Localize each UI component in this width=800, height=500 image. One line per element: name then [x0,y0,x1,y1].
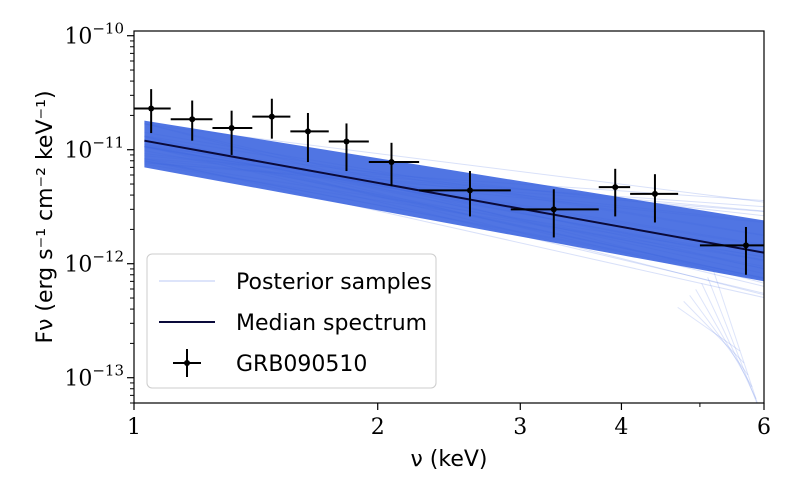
posterior-sample-line [144,135,764,237]
data-point [699,226,764,275]
x-tick-label: 2 [371,415,385,440]
data-marker [304,128,311,135]
data-marker [651,190,658,197]
posterior-tail-line [695,289,753,388]
data-point [598,168,631,217]
posterior-sample-line [144,143,764,279]
data-marker [550,206,557,213]
legend-posterior-label: Posterior samples [236,270,432,295]
posterior-sample-line [144,143,764,246]
posterior-band [144,120,764,282]
data-point [252,98,291,139]
posterior-sample-line [144,135,764,287]
data-point [328,123,369,172]
legend-median-label: Median spectrum [236,311,427,336]
posterior-tail-line [683,301,745,364]
data-marker [343,138,350,145]
posterior-sample-line [144,145,764,294]
posterior-tail-line [701,283,757,400]
posterior-sample-line [144,162,764,213]
data-marker [189,116,196,123]
data-marker [228,125,235,132]
y-tick-label: 10−13 [64,362,124,392]
x-tick-label: 4 [614,415,628,440]
plot-frame [133,30,765,404]
posterior-sample-line [144,146,764,217]
posterior-sample-line [144,131,764,236]
data-point [134,89,171,134]
data-point [170,100,213,141]
data-marker [466,187,473,194]
data-marker [268,113,275,120]
posterior-tail-line [713,271,758,403]
x-tick-label: 3 [513,415,527,440]
posterior-sample-line [144,159,764,280]
posterior-sample-line [144,155,764,212]
posterior-tail-line [707,277,758,403]
data-marker [388,159,395,166]
posterior-sample-line [144,153,764,223]
posterior-sample-line [144,145,764,258]
y-axis-label: Fν (erg s⁻¹ cm⁻² keV⁻¹) [33,90,58,343]
legend-box [146,253,437,389]
data-point [368,142,420,187]
data-marker [612,184,619,191]
posterior-sample-line [144,146,764,251]
y-tick-label: 10−11 [64,134,124,164]
data-marker [742,242,749,249]
posterior-sample-line [144,136,764,296]
data-point [212,110,253,155]
posterior-sample-line [144,145,764,280]
legend: Posterior samples Median spectrum GRB090… [146,253,437,389]
posterior-sample-line [144,158,764,299]
posterior-tail-line [677,306,741,352]
data-marker [148,105,155,112]
data-point [510,189,599,238]
posterior-sample-line [144,144,764,279]
posterior-sample-line [144,141,764,269]
posterior-sample-line [144,162,764,208]
posterior-sample-line [144,150,764,267]
x-tick-label: 1 [127,415,141,440]
y-tick-label: 10−10 [64,20,124,50]
x-axis-label: ν (keV) [411,447,488,472]
posterior-sample-line [144,163,764,261]
data-point [630,174,679,223]
legend-data-label: GRB090510 [236,352,367,377]
posterior-sample-line [144,160,764,278]
data-point [419,171,511,217]
x-tick-label: 6 [757,415,771,440]
y-tick-label: 10−12 [64,248,124,278]
posterior-sample-line [144,123,764,203]
median-spectrum-line [144,139,764,254]
posterior-sample-line [144,123,764,284]
data-point [290,112,329,163]
legend-data-swatch [173,349,201,377]
posterior-sample-line [144,160,764,258]
posterior-tail-line [689,295,749,376]
